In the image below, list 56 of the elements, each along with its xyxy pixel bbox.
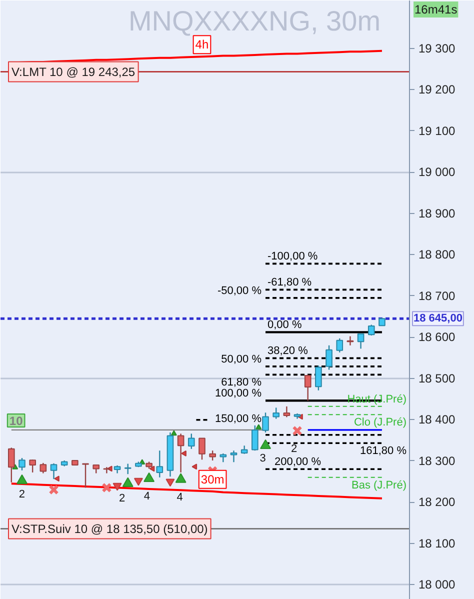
series-label: 30m — [200, 472, 224, 486]
candlestick — [283, 406, 290, 418]
candlestick — [368, 324, 375, 336]
annotation: 2 — [18, 488, 26, 501]
ref-line-label: 18 645,00 — [414, 312, 462, 325]
candlestick — [29, 459, 36, 474]
y-tick-label: 18 100 — [418, 536, 456, 550]
annotation: 4 — [144, 490, 150, 503]
y-tick-label: 19 200 — [418, 82, 456, 97]
candlestick — [156, 450, 164, 478]
ref-line-label: V:LMT 10 @ 19 243,25 — [12, 64, 136, 79]
series-label: -50,00 % — [217, 284, 262, 297]
candlestick — [272, 407, 280, 420]
y-tick-label: 18 500 — [418, 371, 456, 386]
candlestick — [230, 450, 238, 463]
series-label: 161,80 % — [360, 445, 407, 458]
y-tick-label: 19 300 — [418, 41, 456, 56]
legend-label: 150,00 % — [215, 412, 262, 425]
candlestick — [198, 438, 206, 460]
series-label: 100,00 % — [215, 388, 262, 400]
series-label: 50,00 % — [221, 353, 262, 366]
y-tick-label: 18 800 — [418, 248, 456, 262]
candlestick — [124, 463, 132, 475]
series-label: 0,00 % — [268, 319, 302, 332]
y-tick-label: 18 700 — [418, 288, 456, 303]
y-tick-label: 18 000 — [418, 578, 456, 592]
ref-line-label: V:STP.Suiv 10 @ 18 135,50 (510,00) — [12, 522, 208, 536]
series-label: -61,80 % — [268, 276, 312, 289]
series-label: Clo (J.Pré) — [354, 416, 406, 429]
candlestick — [357, 332, 364, 350]
candlestick — [209, 450, 216, 462]
y-tick-label: 18 400 — [418, 412, 456, 427]
y-tick-label: 18 900 — [418, 206, 456, 220]
text: 16m41s — [414, 2, 458, 16]
series-label: Bas (J.Pré) — [351, 479, 407, 492]
candlestick — [315, 364, 322, 391]
y-tick-label: 18 600 — [418, 330, 456, 344]
series-label: 10 — [9, 414, 24, 428]
series-label: 4h — [195, 38, 209, 52]
candlestick — [188, 433, 195, 450]
annotation: 2 — [291, 442, 298, 455]
annotation: 3 — [260, 452, 266, 465]
y-tick-label: 19 100 — [418, 124, 456, 138]
candlestick — [40, 462, 47, 474]
candlestick — [326, 344, 332, 370]
y-tick-label: 18 200 — [418, 495, 456, 510]
annotation: 2 — [118, 492, 126, 505]
y-tick-label: 18 300 — [418, 454, 456, 468]
series-label: -100,00 % — [268, 250, 318, 263]
series-label: 61,80 % — [221, 376, 262, 389]
annotation: 4 — [176, 491, 183, 504]
y-tick-label: 19 000 — [418, 165, 456, 180]
candlestick — [336, 338, 344, 353]
candlestick — [304, 374, 312, 402]
series-label: 38,20 % — [268, 345, 308, 358]
series-label: 200,00 % — [274, 456, 322, 468]
